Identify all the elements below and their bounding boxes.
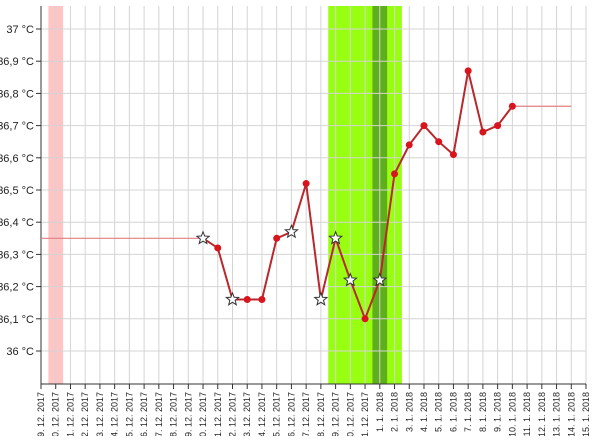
- x-tick-label: 9. 1. 2018: [493, 392, 503, 432]
- grid: [40, 6, 587, 384]
- y-tick-label: 37 °C: [6, 24, 34, 36]
- x-tick-label: 11. 1. 2018: [522, 392, 532, 436]
- y-tick-label: 36,5 °C: [0, 185, 34, 197]
- axes: 9. 12. 2017 10. 12. 2017 11. 12. 2017 12. 1…: [0, 6, 591, 441]
- data-point: [214, 244, 222, 252]
- x-tick-label: 18. 12. 2017: [169, 392, 179, 436]
- data-point: [302, 180, 310, 188]
- series-line: [202, 70, 514, 322]
- y-tick-label: 36,8 °C: [0, 88, 34, 100]
- x-tick-label: 23. 12. 2017: [242, 392, 252, 436]
- x-tick-label: 4. 1. 2018: [419, 392, 429, 432]
- x-tick-label: 13. 12. 2017: [95, 392, 105, 436]
- data-point: [435, 138, 443, 146]
- x-tick-label: 29. 12. 2017: [331, 392, 341, 436]
- x-tick-label: 13. 1. 2018: [552, 392, 562, 436]
- bands: [48, 6, 402, 384]
- y-tick-label: 36 °C: [6, 346, 34, 358]
- x-tick-label: 8. 1. 2018: [478, 392, 488, 432]
- x-tick-label: 25. 12. 2017: [272, 392, 282, 436]
- data-point-star: [225, 291, 240, 306]
- y-tick-label: 36,9 °C: [0, 56, 34, 68]
- x-tick-label: 7. 1. 2018: [463, 392, 473, 432]
- data-point: [479, 128, 487, 136]
- x-tick-label: 26. 12. 2017: [286, 392, 296, 436]
- data-point: [361, 315, 369, 323]
- y-tick-label: 36,6 °C: [0, 153, 34, 165]
- x-tick-label: 30. 12. 2017: [345, 392, 355, 436]
- data-point-star: [372, 272, 388, 287]
- reference-lines: [41, 105, 572, 239]
- x-tick-label: 14. 12. 2017: [110, 392, 120, 436]
- y-tick-label: 36,2 °C: [0, 282, 34, 294]
- x-tick-label: 24. 12. 2017: [257, 392, 267, 436]
- x-tick-label: 6. 1. 2018: [448, 392, 458, 432]
- data-point: [258, 295, 266, 303]
- data-point-star: [342, 272, 358, 287]
- x-tick-label: 16. 12. 2017: [139, 392, 149, 436]
- y-tick-label: 36,7 °C: [0, 121, 34, 133]
- data-point: [273, 234, 281, 242]
- data-point-star: [328, 230, 344, 245]
- x-tick-label: 19. 12. 2017: [183, 392, 193, 436]
- x-tick-label: 15. 12. 2017: [124, 392, 134, 436]
- x-tick-label: 15. 1. 2018: [581, 392, 591, 436]
- data-point: [494, 122, 502, 130]
- x-tick-label: 17. 12. 2017: [154, 392, 164, 436]
- x-tick-label: 12. 1. 2018: [537, 392, 547, 436]
- data-point: [420, 122, 428, 130]
- data-point: [449, 151, 457, 159]
- data-point-star: [313, 291, 329, 306]
- x-tick-label: 28. 12. 2017: [316, 392, 326, 436]
- y-tick-label: 36,4 °C: [0, 217, 34, 229]
- x-tick-label: 10. 1. 2018: [507, 392, 517, 436]
- x-tick-label: 12. 12. 2017: [80, 392, 90, 436]
- x-tick-label: 2. 1. 2018: [390, 392, 400, 432]
- data-point: [508, 102, 516, 110]
- x-tick-label: 27. 12. 2017: [301, 392, 311, 436]
- x-tick-label: 31. 12. 2017: [360, 392, 370, 436]
- data-point: [391, 170, 399, 178]
- y-tick-label: 36,3 °C: [0, 249, 34, 261]
- data-point: [243, 295, 251, 303]
- x-tick-label: 9. 12. 2017: [36, 392, 46, 436]
- x-tick-label: 14. 1. 2018: [566, 392, 576, 436]
- data-point-star: [195, 230, 211, 245]
- series: [195, 67, 516, 323]
- x-tick-label: 5. 1. 2018: [434, 392, 444, 432]
- x-tick-label: 3. 1. 2018: [404, 392, 414, 432]
- x-tick-label: 11. 12. 2017: [65, 392, 75, 436]
- x-tick-label: 1. 1. 2018: [375, 392, 385, 432]
- x-tick-label: 10. 12. 2017: [51, 392, 61, 436]
- x-tick-label: 20. 12. 2017: [198, 392, 208, 436]
- data-point: [464, 67, 472, 75]
- y-tick-label: 36,1 °C: [0, 314, 34, 326]
- x-tick-label: 21. 12. 2017: [213, 392, 223, 436]
- x-tick-label: 22. 12. 2017: [227, 392, 237, 436]
- data-point: [405, 141, 413, 149]
- data-point-star: [283, 223, 299, 239]
